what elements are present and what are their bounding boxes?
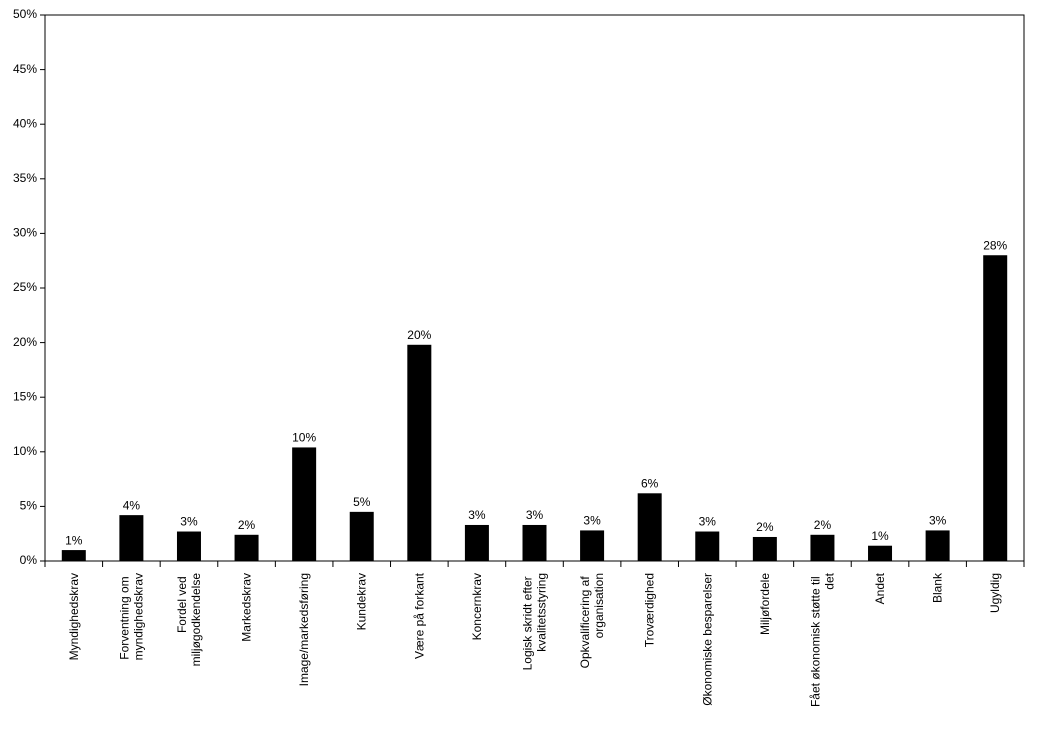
y-tick-label: 40%	[13, 116, 37, 130]
x-tick-label: Koncernkrav	[470, 573, 484, 640]
value-label: 20%	[407, 328, 431, 342]
bar	[695, 531, 720, 561]
x-tick-label: Ugyldig	[988, 573, 1002, 613]
bar	[292, 447, 317, 561]
value-label: 6%	[641, 476, 659, 490]
bar	[637, 493, 662, 561]
plot-frame	[44, 14, 1025, 562]
value-label: 10%	[292, 431, 316, 445]
value-label: 3%	[468, 508, 486, 522]
bar	[119, 515, 144, 561]
bar	[580, 530, 605, 561]
value-label: 3%	[583, 514, 601, 528]
value-label: 3%	[526, 508, 544, 522]
y-tick-label: 15%	[13, 389, 37, 403]
y-tick-label: 45%	[13, 62, 37, 76]
value-label: 2%	[814, 518, 832, 532]
y-tick-label: 20%	[13, 335, 37, 349]
x-tick-label: Forventning om myndighedskrav	[117, 573, 145, 660]
x-tick-label: Troværdighed	[643, 573, 657, 647]
x-tick-label: Markedskrav	[240, 573, 254, 642]
x-tick-label: Økonomiske besparelser	[700, 573, 714, 706]
value-label: 4%	[123, 498, 141, 512]
bar	[810, 534, 835, 561]
value-label: 2%	[238, 518, 256, 532]
x-tick-label: Logisk skridt efter kvalitetsstyring	[521, 573, 549, 670]
value-label: 28%	[983, 238, 1007, 252]
value-label: 1%	[65, 533, 83, 547]
y-tick-label: 35%	[13, 171, 37, 185]
bar	[234, 534, 259, 561]
value-label: 1%	[871, 529, 889, 543]
y-tick-label: 30%	[13, 226, 37, 240]
bar	[349, 511, 374, 561]
bar	[61, 550, 86, 561]
bar	[522, 524, 547, 561]
x-tick-label: Andet	[873, 572, 887, 604]
y-tick-label: 0%	[20, 553, 38, 567]
bar	[868, 545, 893, 561]
x-tick-label: Fordel ved miljøgodkendelse	[175, 573, 203, 667]
bar	[176, 531, 201, 561]
value-label: 2%	[756, 520, 774, 534]
bar	[925, 530, 950, 561]
x-tick-label: Kundekrav	[355, 573, 369, 630]
bar	[752, 536, 777, 561]
x-tick-label: Myndighedskrav	[67, 573, 81, 660]
x-tick-label: Være på forkant	[412, 572, 426, 659]
x-tick-label: Image/markedsføring	[297, 573, 311, 686]
x-tick-label: Blank	[931, 572, 945, 603]
value-label: 3%	[929, 514, 947, 528]
bar	[407, 344, 432, 561]
x-tick-label: Opkvalificering af organisation	[578, 573, 606, 668]
value-label: 3%	[699, 515, 717, 529]
x-tick-label: Miljøfordele	[758, 573, 772, 635]
y-tick-label: 50%	[13, 7, 37, 21]
value-label: 3%	[180, 515, 198, 529]
y-tick-label: 10%	[13, 444, 37, 458]
bar	[983, 255, 1008, 562]
x-tick-label: Fået økonomisk støtte til det	[808, 572, 836, 707]
bar	[464, 524, 489, 561]
y-tick-label: 25%	[13, 280, 37, 294]
value-label: 5%	[353, 495, 371, 509]
y-tick-label: 5%	[20, 499, 38, 513]
